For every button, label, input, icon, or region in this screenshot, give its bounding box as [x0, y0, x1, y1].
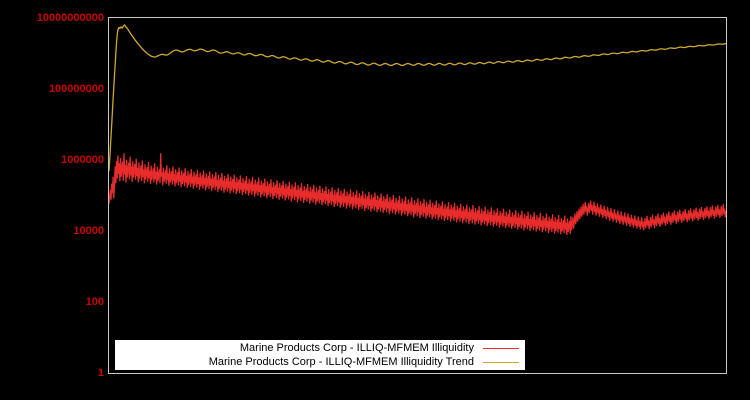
legend-line-swatch-illiquidity: [483, 347, 519, 349]
legend-line-swatch-illiquidity-trend: [483, 361, 519, 363]
y-axis-tick-label: 1: [97, 367, 104, 379]
legend-label-illiquidity-trend: Marine Products Corp - ILLIQ-MFMEM Illiq…: [208, 356, 474, 368]
series-line-illiquidity-trend: [109, 24, 726, 172]
chart-legend[interactable]: Marine Products Corp - ILLIQ-MFMEM Illiq…: [115, 340, 525, 370]
series-line-illiquidity: [109, 153, 726, 236]
series-canvas: [109, 24, 726, 236]
y-axis-tick-label: 1000000: [61, 154, 104, 166]
y-axis-tick-label: 10000: [73, 225, 104, 237]
plot-area: [108, 17, 727, 374]
legend-item-illiquidity-trend[interactable]: Marine Products Corp - ILLIQ-MFMEM Illiq…: [115, 355, 525, 369]
y-axis-tick-label: 10000000000: [36, 12, 104, 24]
y-axis-tick-label: 100000000: [48, 83, 104, 95]
legend-label-illiquidity: Marine Products Corp - ILLIQ-MFMEM Illiq…: [239, 342, 474, 354]
legend-item-illiquidity[interactable]: Marine Products Corp - ILLIQ-MFMEM Illiq…: [115, 341, 525, 355]
y-axis-tick-label: 100: [85, 296, 104, 308]
